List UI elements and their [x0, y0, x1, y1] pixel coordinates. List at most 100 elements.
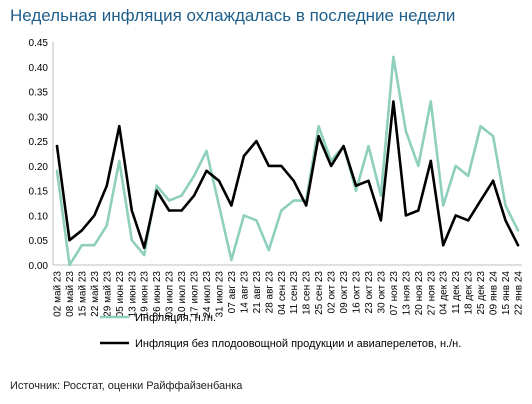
x-tick-label: 28 авг 23 [264, 271, 275, 314]
y-tick-label: 0.45 [29, 38, 49, 49]
x-tick-label: 17 июл 23 [190, 271, 201, 318]
legend-label-1: Инфляция, н./н. [135, 312, 216, 324]
series-1-point [367, 144, 370, 148]
series-2-point [118, 125, 121, 128]
series-1-point [93, 244, 96, 247]
y-tick-label: 0.30 [29, 112, 49, 123]
x-tick-label: 02 май 23 [53, 271, 64, 317]
y-tick-label: 0.10 [29, 211, 49, 222]
series-1-point [404, 130, 408, 133]
series-2-point [267, 164, 270, 168]
series-1-point [143, 253, 146, 257]
x-tick-label: 20 ноя 23 [414, 271, 425, 316]
series-1-point [504, 204, 507, 207]
x-tick-label: 14 авг 23 [239, 271, 250, 314]
series-2-point [192, 194, 196, 197]
series-2-point [55, 144, 59, 148]
series-1-point [267, 248, 270, 252]
x-tick-label: 13 ноя 23 [401, 271, 412, 316]
x-tick-label: 25 сен 23 [314, 271, 325, 315]
x-tick-label: 07 авг 23 [227, 271, 238, 314]
series-1-point [467, 174, 470, 177]
series-1-point [317, 125, 320, 128]
series-2-point [329, 164, 333, 168]
series-1-point [230, 258, 233, 262]
series-2-point [392, 100, 395, 103]
x-tick-label: 04 сен 23 [277, 271, 288, 315]
series-1-point [155, 184, 158, 187]
x-tick-label: 19 июн 23 [140, 271, 151, 318]
x-tick-label: 29 май 23 [102, 271, 113, 317]
series-1-point [180, 194, 183, 197]
x-tick-label: 15 май 23 [77, 271, 88, 317]
series-1-point [255, 219, 258, 222]
series-2-point [143, 246, 146, 249]
x-tick-label: 25 дек 23 [476, 271, 487, 315]
series-2-point [180, 209, 183, 212]
x-tick-label: 22 янв 24 [514, 271, 525, 315]
series-line-2 [55, 100, 520, 249]
source-note: Источник: Росстат, оценки Райффайзенбанк… [10, 380, 243, 392]
series-2-point [68, 239, 71, 242]
series-1-point [442, 204, 445, 207]
series-2-point [130, 209, 133, 212]
series-2-point [80, 229, 84, 232]
x-tick-label: 27 ноя 23 [426, 271, 437, 316]
series-2-point [155, 189, 158, 192]
x-tick-label: 08 май 23 [65, 271, 76, 317]
legend-label-2: Инфляция без плодоовощной продукции и ав… [135, 338, 461, 350]
x-tick-label: 11 сен 23 [289, 271, 300, 315]
x-tick-label: 31 июл 23 [214, 271, 225, 318]
series-2-point [454, 214, 457, 217]
x-tick-label: 21 авг 23 [252, 271, 263, 314]
series-2-point [255, 139, 258, 143]
series-2-point [342, 144, 345, 148]
x-tick-label: 05 июн 23 [115, 271, 126, 318]
y-tick-label: 0.20 [29, 162, 49, 173]
x-tick-label: 18 сен 23 [302, 271, 313, 315]
series-2-point [354, 184, 358, 187]
series-2-point [429, 159, 432, 163]
y-tick-label: 0.40 [29, 63, 49, 74]
series-2-point [467, 219, 470, 222]
series-2-point [280, 164, 283, 168]
series-1-point [167, 199, 171, 202]
series-2-point [305, 204, 308, 207]
series-2-point [230, 204, 233, 207]
x-tick-label: 15 янв 24 [501, 271, 512, 315]
series-2-point [442, 244, 445, 247]
series-2-point [217, 179, 221, 182]
series-1-point [105, 224, 109, 227]
series-1-point [417, 164, 420, 168]
x-tick-label: 23 окт 23 [364, 271, 375, 314]
series-2-point [367, 179, 370, 182]
series-1-point [354, 189, 358, 192]
y-tick-label: 0.00 [29, 261, 49, 272]
series-1-point [429, 100, 432, 103]
series-1-point [192, 174, 196, 177]
x-tick-label: 04 дек 23 [439, 271, 450, 315]
series-1-point [454, 164, 457, 168]
x-tick-label: 24 июл 23 [202, 271, 213, 318]
y-tick-label: 0.15 [29, 187, 49, 198]
x-tick-label: 02 окт 23 [327, 271, 338, 314]
chart-title: Недельная инфляция охлаждалась в последн… [10, 6, 456, 25]
series-2-point [479, 199, 482, 202]
series-1-point [379, 194, 383, 197]
x-tick-label: 09 окт 23 [339, 271, 350, 314]
x-tick-label: 30 окт 23 [376, 271, 387, 314]
series-1-point [516, 229, 520, 232]
series-1-point [479, 125, 482, 128]
series-2-point [167, 209, 171, 212]
series-2-point [105, 184, 109, 187]
series-line-1 [55, 55, 520, 267]
series-1-point [392, 55, 395, 59]
series-2-point [93, 214, 96, 217]
series-2-point [404, 214, 408, 217]
y-tick-label: 0.05 [29, 236, 49, 247]
series-1-point [217, 204, 221, 207]
series-2-point [292, 179, 295, 182]
y-tick-label: 0.25 [29, 137, 49, 148]
series-2-point [205, 169, 208, 172]
